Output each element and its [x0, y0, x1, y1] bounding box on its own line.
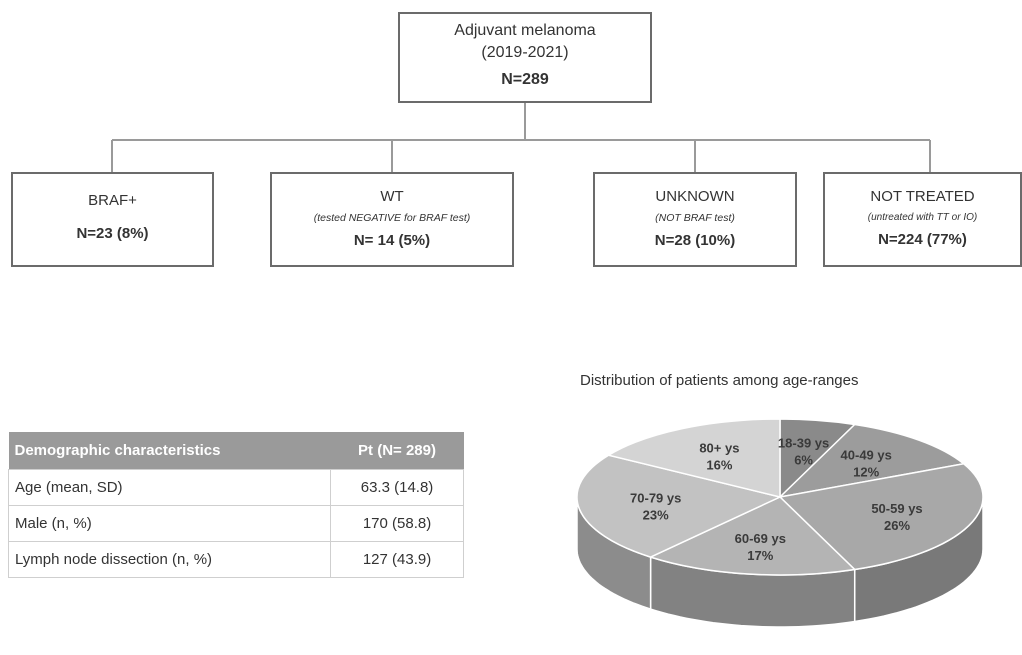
pie-slice-value-label: 12% — [853, 465, 879, 480]
table-cell-label: Age (mean, SD) — [7, 469, 332, 506]
pie-slice-value-label: 6% — [794, 453, 813, 468]
wild-type-box: WT (tested NEGATIVE for BRAF test) N= 14… — [270, 172, 514, 267]
table-cell-value: 63.3 (14.8) — [330, 469, 464, 506]
child-label: UNKNOWN — [655, 188, 735, 205]
pie-slice-label: 60-69 ys — [735, 531, 786, 546]
table-cell-label: Male (n, %) — [7, 505, 332, 542]
pie-slice — [648, 496, 857, 576]
table-cell-value: 170 (58.8) — [330, 505, 464, 542]
pie-slice-value-label: 17% — [747, 548, 773, 563]
pie-slice — [576, 454, 783, 558]
flow-connectors — [111, 103, 931, 172]
not-treated-box: NOT TREATED (untreated with TT or IO) N=… — [823, 172, 1022, 267]
child-subtitle: (tested NEGATIVE for BRAF test) — [313, 212, 471, 224]
pie-slice — [606, 418, 781, 498]
table-header-characteristic: Demographic characteristics — [8, 432, 331, 470]
pie-slice-label: 18-39 ys — [778, 436, 829, 451]
table-cell-value: 127 (43.9) — [330, 541, 464, 578]
pie-slice — [777, 423, 966, 499]
pie-slice-value-label: 23% — [643, 508, 669, 523]
age-distribution-pie-chart: 18-39 ys 6% 40-49 ys 12% 50-59 ys 26% 60-69 ys… — [576, 418, 984, 628]
pie-slice — [778, 463, 984, 571]
root-box: Adjuvant melanoma (2019-2021) N=289 — [398, 12, 652, 103]
table-header-value: Pt (N= 289) — [330, 432, 464, 470]
table-row: Lymph node dissection (n, %) 127 (43.9) — [7, 541, 464, 578]
root-title: Adjuvant melanoma — [454, 22, 596, 39]
table-row: Age (mean, SD) 63.3 (14.8) — [7, 469, 464, 506]
root-count: N=289 — [501, 71, 549, 88]
child-subtitle: (NOT BRAF test) — [655, 212, 735, 224]
pie-slice-label: 50-59 ys — [871, 501, 922, 516]
pie-slice-label: 70-79 ys — [630, 491, 681, 506]
table-row: Male (n, %) 170 (58.8) — [7, 505, 464, 542]
pie-chart-title: Distribution of patients among age-range… — [580, 372, 859, 389]
child-label: NOT TREATED — [870, 188, 975, 205]
braf-positive-box: BRAF+ N=23 (8%) — [11, 172, 214, 267]
pie-slice-label: 40-49 ys — [841, 448, 892, 463]
pie-slice-value-label: 26% — [884, 518, 910, 533]
root-years: (2019-2021) — [481, 44, 569, 61]
table-cell-label: Lymph node dissection (n, %) — [7, 541, 332, 578]
child-label: BRAF+ — [88, 192, 137, 209]
pie-slice-value-label: 16% — [706, 458, 732, 473]
unknown-box: UNKNOWN (NOT BRAF test) N=28 (10%) — [593, 172, 797, 267]
demographics-table: Demographic characteristics Pt (N= 289) … — [7, 432, 464, 578]
table-header-row: Demographic characteristics Pt (N= 289) — [8, 432, 464, 470]
child-label: WT — [380, 188, 404, 205]
child-count: N=23 (8%) — [76, 225, 149, 242]
child-count: N= 14 (5%) — [353, 232, 431, 249]
pie-slice-label: 80+ ys — [699, 441, 739, 456]
child-count: N=224 (77%) — [878, 231, 967, 248]
child-count: N=28 (10%) — [654, 232, 736, 249]
child-subtitle: (untreated with TT or IO) — [867, 212, 978, 223]
